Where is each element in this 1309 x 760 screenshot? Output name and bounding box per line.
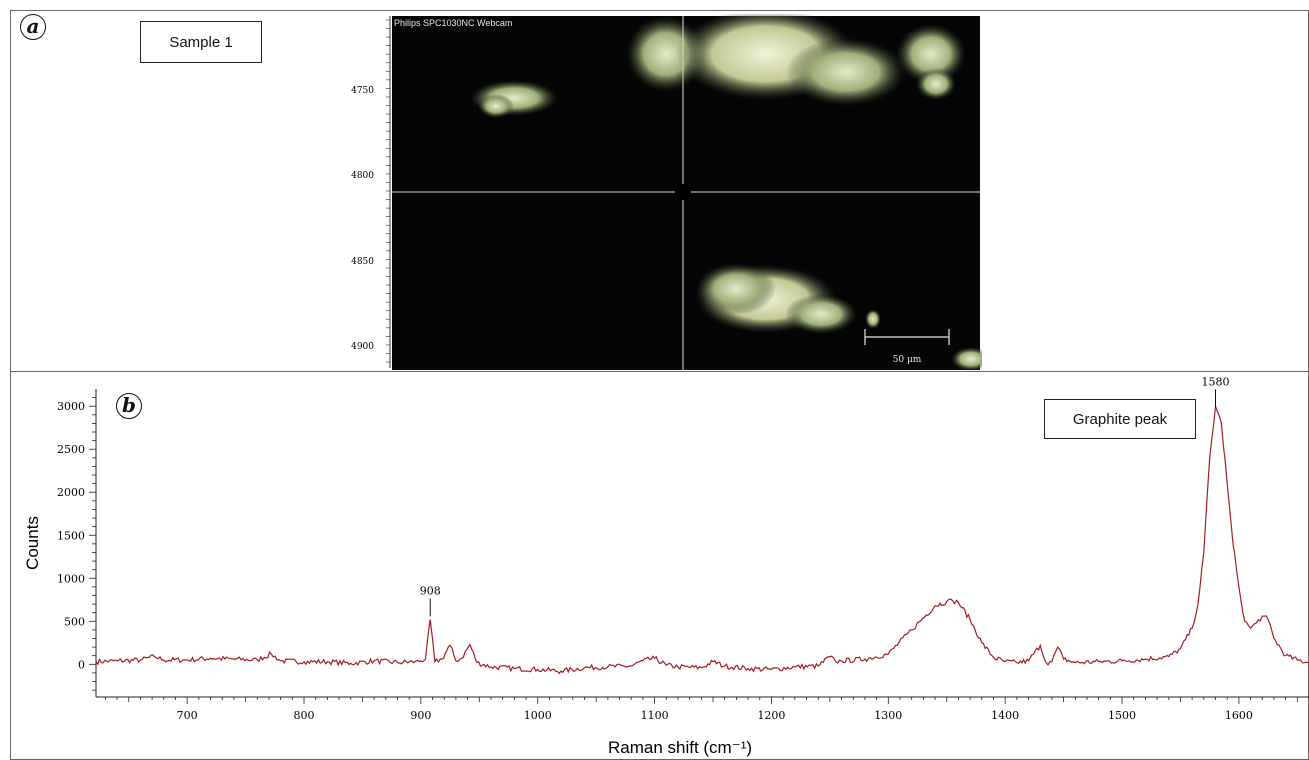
x-tick-label: 1400 [991,709,1019,722]
spectrum-line [95,405,1309,675]
micro-tick-4800: 4800 [351,171,374,181]
y-tick-label: 2000 [57,486,85,499]
scale-bar-label: 50 μm [893,355,922,365]
x-axis-label: Raman shift (cm⁻¹) [608,738,752,757]
x-tick-label: 1500 [1108,709,1136,722]
particles [470,14,982,371]
x-tick-label: 1200 [757,709,785,722]
camera-caption: Philips SPC1030NC Webcam [394,18,512,28]
x-tick-label: 1600 [1225,709,1253,722]
micro-tick-4850: 4850 [351,257,374,267]
y-tick-label: 1000 [57,572,85,585]
y-tick-label: 3000 [57,400,85,413]
y-tick-label: 500 [64,615,85,628]
micro-tick-labels: 4750 4800 4850 4900 [351,86,374,352]
peak-annotations: 908 1580 [420,375,1230,617]
micro-tick-4750: 4750 [351,86,374,96]
x-tick-label: 1100 [641,709,669,722]
micrograph: 4750 4800 4850 4900 Philips SPC1030NC We… [351,14,982,371]
y-tick-label: 1500 [57,529,85,542]
peak-label-908: 908 [420,584,441,597]
x-tick-label: 800 [294,709,315,722]
panel-b-letter: b [116,393,142,419]
crosshair-center [675,184,691,200]
x-ticks: 700 800 900 1000 1100 1200 1300 1400 1500 1600 [104,697,1309,722]
y-ticks: 0 500 1000 1500 2000 2500 3000 [57,397,96,691]
y-tick-label: 0 [78,658,85,671]
panel-a-letter: a [20,14,46,40]
scale-bar: 50 μm [864,329,950,365]
x-tick-label: 700 [177,709,198,722]
y-tick-label: 2500 [57,443,85,456]
peak-label-1580: 1580 [1202,375,1230,388]
graphite-peak-label: Graphite peak [1044,399,1196,439]
micro-minor-ticks [386,19,390,363]
sample-label: Sample 1 [140,21,262,63]
x-tick-label: 1300 [874,709,902,722]
x-tick-label: 1000 [524,709,552,722]
raman-spectrum-chart: 0 500 1000 1500 2000 2500 3000 700 800 900 1000 11… [23,375,1309,757]
micro-tick-4900: 4900 [351,342,374,352]
x-tick-label: 900 [410,709,431,722]
y-axis-label: Counts [23,516,42,570]
